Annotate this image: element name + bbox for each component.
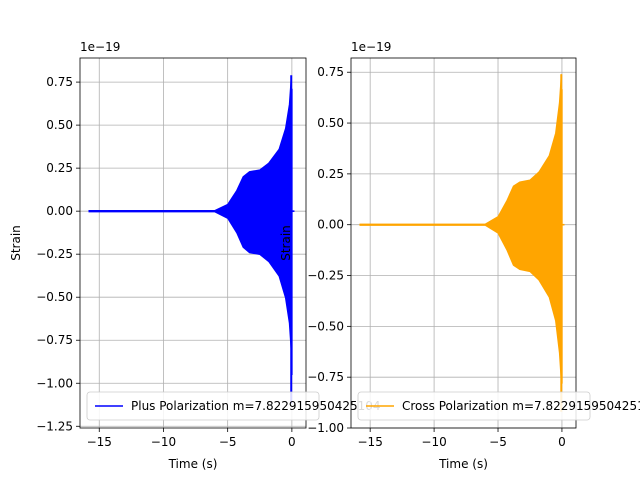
y-tick-label: −0.75 (36, 333, 73, 347)
y-tick-label: −0.50 (307, 319, 344, 333)
legend: Plus Polarization m=7.822915950425104 (86, 391, 381, 421)
series-envelope (88, 76, 292, 353)
x-tick-label: −10 (151, 435, 176, 449)
y-tick-label: −0.25 (36, 247, 73, 261)
y-tick-label: −0.50 (36, 290, 73, 304)
series-group (88, 75, 295, 404)
x-tick-label: −10 (421, 435, 446, 449)
cross-polarization-panel: −15 −10 −5 0 0.75 0.50 0.25 0.00 −0.25 −0.50 −0.75… (279, 40, 640, 471)
x-tick-label: 0 (288, 435, 296, 449)
x-tick-label: −15 (87, 435, 112, 449)
y-axis-label: Strain (279, 225, 293, 261)
x-tick-label: −15 (358, 435, 383, 449)
y-tick-label: 0.75 (317, 65, 344, 79)
y-tick-label: 0.50 (317, 116, 344, 130)
axes-frame (79, 57, 307, 429)
x-tick-label: −5 (489, 435, 507, 449)
series-envelope (359, 74, 562, 383)
x-tick-label: −5 (219, 435, 237, 449)
y-tick-label: 0.00 (46, 204, 73, 218)
y-offset-text: 1e−19 (351, 40, 391, 54)
y-tick-label: 0.75 (46, 75, 73, 89)
y-tick-label: −0.25 (307, 269, 344, 283)
legend-box (357, 391, 591, 421)
y-tick-label: −1.00 (36, 376, 73, 390)
legend: Cross Polarization m=7.822915950425104 (357, 391, 640, 421)
x-tick-label: 0 (558, 435, 566, 449)
plus-polarization-panel: −15 −10 −5 0 0.75 0.50 0.25 0.00 −0.25 −0.50 −0.75… (9, 40, 381, 471)
x-axis-label: Time (s) (438, 457, 488, 471)
y-tick-label: 0.00 (317, 218, 344, 232)
y-tick-label: 0.50 (46, 118, 73, 132)
y-tick-label: −1.00 (307, 421, 344, 435)
y-tick-label: 0.25 (317, 167, 344, 181)
series-group (359, 74, 565, 412)
y-axis-label: Strain (9, 225, 23, 261)
y-tick-label: −0.75 (307, 370, 344, 384)
legend-label: Cross Polarization m=7.822915950425104 (402, 399, 640, 413)
axes-frame (350, 57, 577, 429)
y-tick-label: −1.25 (36, 419, 73, 433)
y-offset-text: 1e−19 (80, 40, 120, 54)
x-axis-label: Time (s) (168, 457, 218, 471)
legend-box (86, 391, 320, 421)
legend-label: Plus Polarization m=7.822915950425104 (131, 399, 381, 413)
y-tick-label: 0.25 (46, 161, 73, 175)
